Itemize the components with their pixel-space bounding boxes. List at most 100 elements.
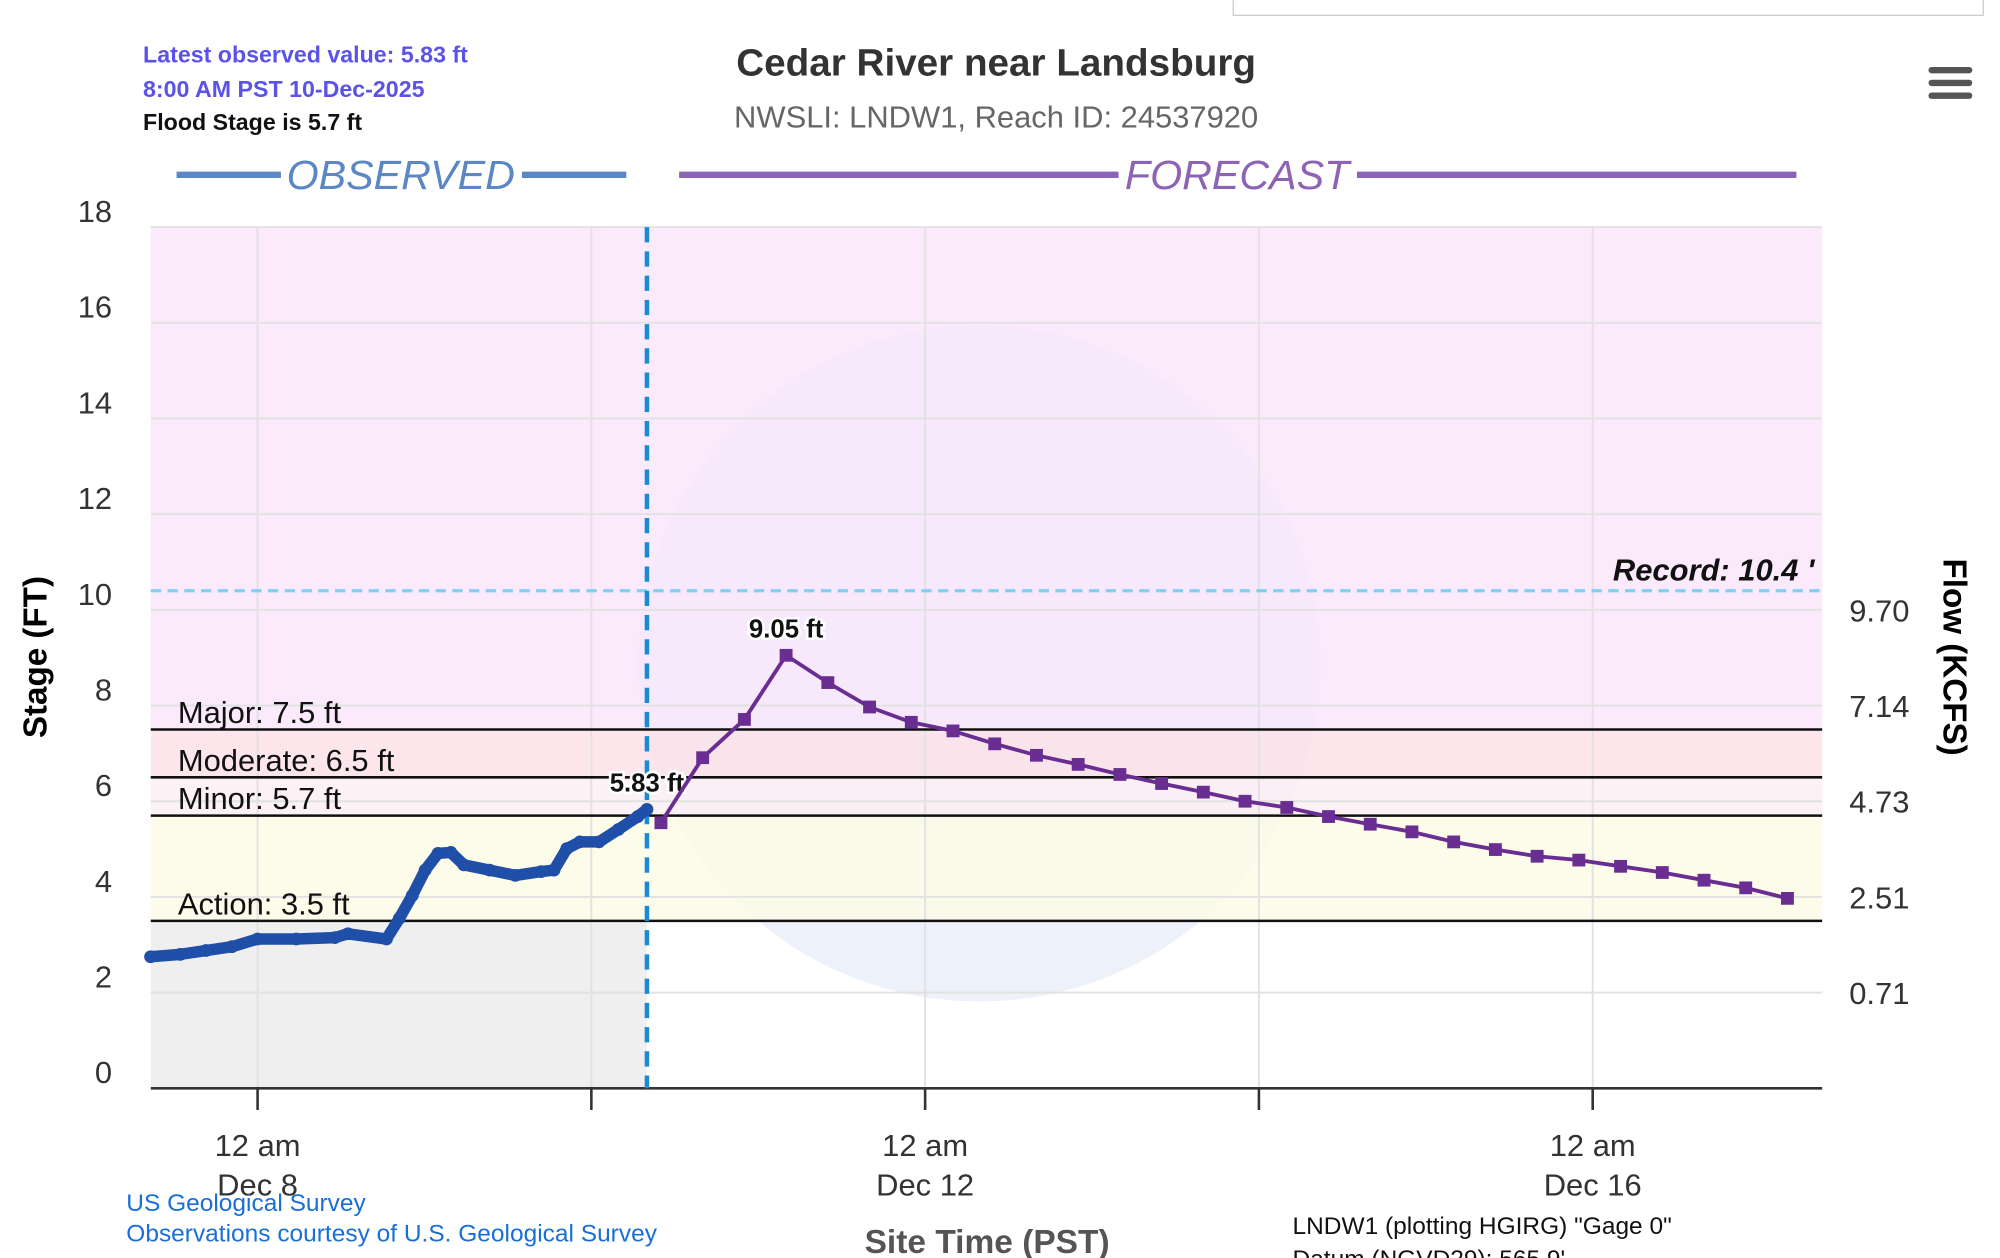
- forecast-point: [863, 700, 877, 714]
- datum-note: Datum (NGVD29): 565.9': [1293, 1246, 1566, 1258]
- data-label: 5.83 ft: [610, 770, 685, 798]
- observed-point: [341, 927, 355, 941]
- observed-point: [483, 863, 497, 877]
- observed-point: [418, 863, 432, 877]
- y-tick-label: 18: [78, 194, 112, 229]
- chart-subtitle: NWSLI: LNDW1, Reach ID: 24537920: [734, 100, 1258, 135]
- forecast-point: [1614, 859, 1628, 873]
- y-tick-label: 0: [95, 1055, 112, 1090]
- forecast-point: [1280, 801, 1294, 814]
- observed-point: [289, 932, 303, 946]
- observed-point: [592, 835, 606, 849]
- forecast-point: [1030, 748, 1043, 762]
- observed-point: [144, 950, 158, 964]
- observed-point: [392, 912, 406, 925]
- observed-point: [431, 847, 445, 860]
- observed-point: [547, 863, 561, 877]
- y2-tick-label: 0.71: [1849, 976, 1909, 1011]
- observed-point: [534, 865, 548, 878]
- latest-value: Latest observed value: 5.83 ft: [143, 42, 468, 68]
- forecast-point: [1071, 758, 1085, 771]
- forecast-point: [1697, 873, 1711, 887]
- y2-tick-label: 9.70: [1849, 593, 1909, 628]
- y-tick-label: 6: [95, 768, 112, 803]
- observed-point: [225, 940, 239, 954]
- x-tick-label: 12 am Dec 12: [876, 1128, 974, 1202]
- datum-note: LNDW1 (plotting HGIRG) "Gage 0": [1293, 1213, 1672, 1240]
- observed-point: [444, 846, 458, 859]
- observed-point: [611, 823, 625, 836]
- forecast-point: [1447, 835, 1461, 849]
- chart-title: Cedar River near Landsburg: [736, 41, 1256, 84]
- data-label: 9.05 ft: [749, 616, 824, 644]
- forecast-banner: FORECAST: [679, 152, 1797, 198]
- flood-label: Major: 7.5 ft: [178, 695, 342, 730]
- y-tick-label: 12: [78, 481, 112, 516]
- record-label: Record: 10.4 ': [1613, 553, 1816, 588]
- observed-banner: OBSERVED: [176, 152, 627, 198]
- observed-point: [405, 889, 419, 902]
- latest-time: 8:00 AM PST 10-Dec-2025: [143, 76, 425, 102]
- flood-label: Minor: 5.7 ft: [178, 781, 342, 816]
- y-tick-label: 16: [78, 290, 112, 325]
- observed-point: [560, 842, 574, 855]
- credit-link[interactable]: US Geological Survey: [126, 1190, 366, 1217]
- forecast-point: [1322, 810, 1335, 823]
- band: [150, 777, 1823, 816]
- x-tick-label: 12 am Dec 16: [1544, 1128, 1642, 1202]
- plot-area: 0 2 4 6 8 10 12 14 16 18 12 am Dec 8 12 am Dec 12 12 a…: [78, 194, 1910, 1202]
- y2-tick-label: 4.73: [1849, 785, 1909, 820]
- forecast-point: [1363, 817, 1377, 831]
- forecast-point: [737, 713, 751, 726]
- y-tick-label: 4: [95, 864, 112, 899]
- observed-point: [251, 932, 265, 946]
- x-tick-label: 12 am Dec 8: [215, 1128, 301, 1202]
- y-tick-label: 14: [78, 386, 112, 421]
- search-box[interactable]: [1232, 0, 1984, 16]
- forecast-point: [1196, 785, 1210, 799]
- y2-tick-label: 2.51: [1849, 881, 1909, 916]
- observed-point: [508, 869, 522, 882]
- forecast-point: [654, 816, 668, 830]
- y-tick-label: 8: [95, 673, 112, 708]
- forecast-point: [904, 715, 918, 729]
- observed-point: [199, 944, 213, 957]
- forecast-point: [946, 724, 960, 738]
- flood-stage-note: Flood Stage is 5.7 ft: [143, 109, 362, 135]
- forecast-point: [696, 751, 710, 765]
- forecast-line: [659, 653, 1790, 901]
- menu-button[interactable]: [1928, 66, 1973, 99]
- y-axis-title: Stage (FT): [17, 576, 54, 738]
- forecast-point: [1739, 881, 1753, 895]
- observed-point: [328, 931, 342, 944]
- forecast-point: [1488, 843, 1502, 856]
- forecast-point: [1113, 768, 1127, 781]
- forecast-point: [988, 737, 1002, 751]
- observed-point: [173, 947, 187, 961]
- flood-label: Moderate: 6.5 ft: [178, 743, 395, 778]
- observed-point: [457, 858, 471, 872]
- forecast-point: [1155, 777, 1169, 790]
- observed-point: [631, 810, 645, 823]
- forecast-point: [779, 648, 793, 662]
- forecast-point: [1238, 794, 1252, 808]
- y2-axis-title: Flow (KCFS): [1935, 559, 1972, 756]
- y-tick-label: 10: [78, 577, 112, 612]
- forecast-point: [1405, 825, 1419, 839]
- observed-point: [640, 802, 654, 816]
- observed-label: OBSERVED: [287, 152, 515, 198]
- forecast-point: [821, 676, 835, 689]
- x-axis-title: Site Time (PST): [865, 1224, 1110, 1258]
- forecast-point: [1530, 849, 1544, 863]
- observed-point: [379, 932, 393, 946]
- band-major: [150, 227, 1823, 730]
- forecast-point: [1655, 866, 1669, 879]
- y-tick-label: 2: [95, 960, 112, 995]
- observed-point: [573, 835, 587, 849]
- credit-link[interactable]: Observations courtesy of U.S. Geological…: [126, 1221, 657, 1248]
- forecast-point: [1572, 853, 1586, 867]
- y2-tick-label: 7.14: [1849, 689, 1909, 724]
- forecast-label: FORECAST: [1125, 152, 1352, 198]
- band: [150, 729, 1823, 778]
